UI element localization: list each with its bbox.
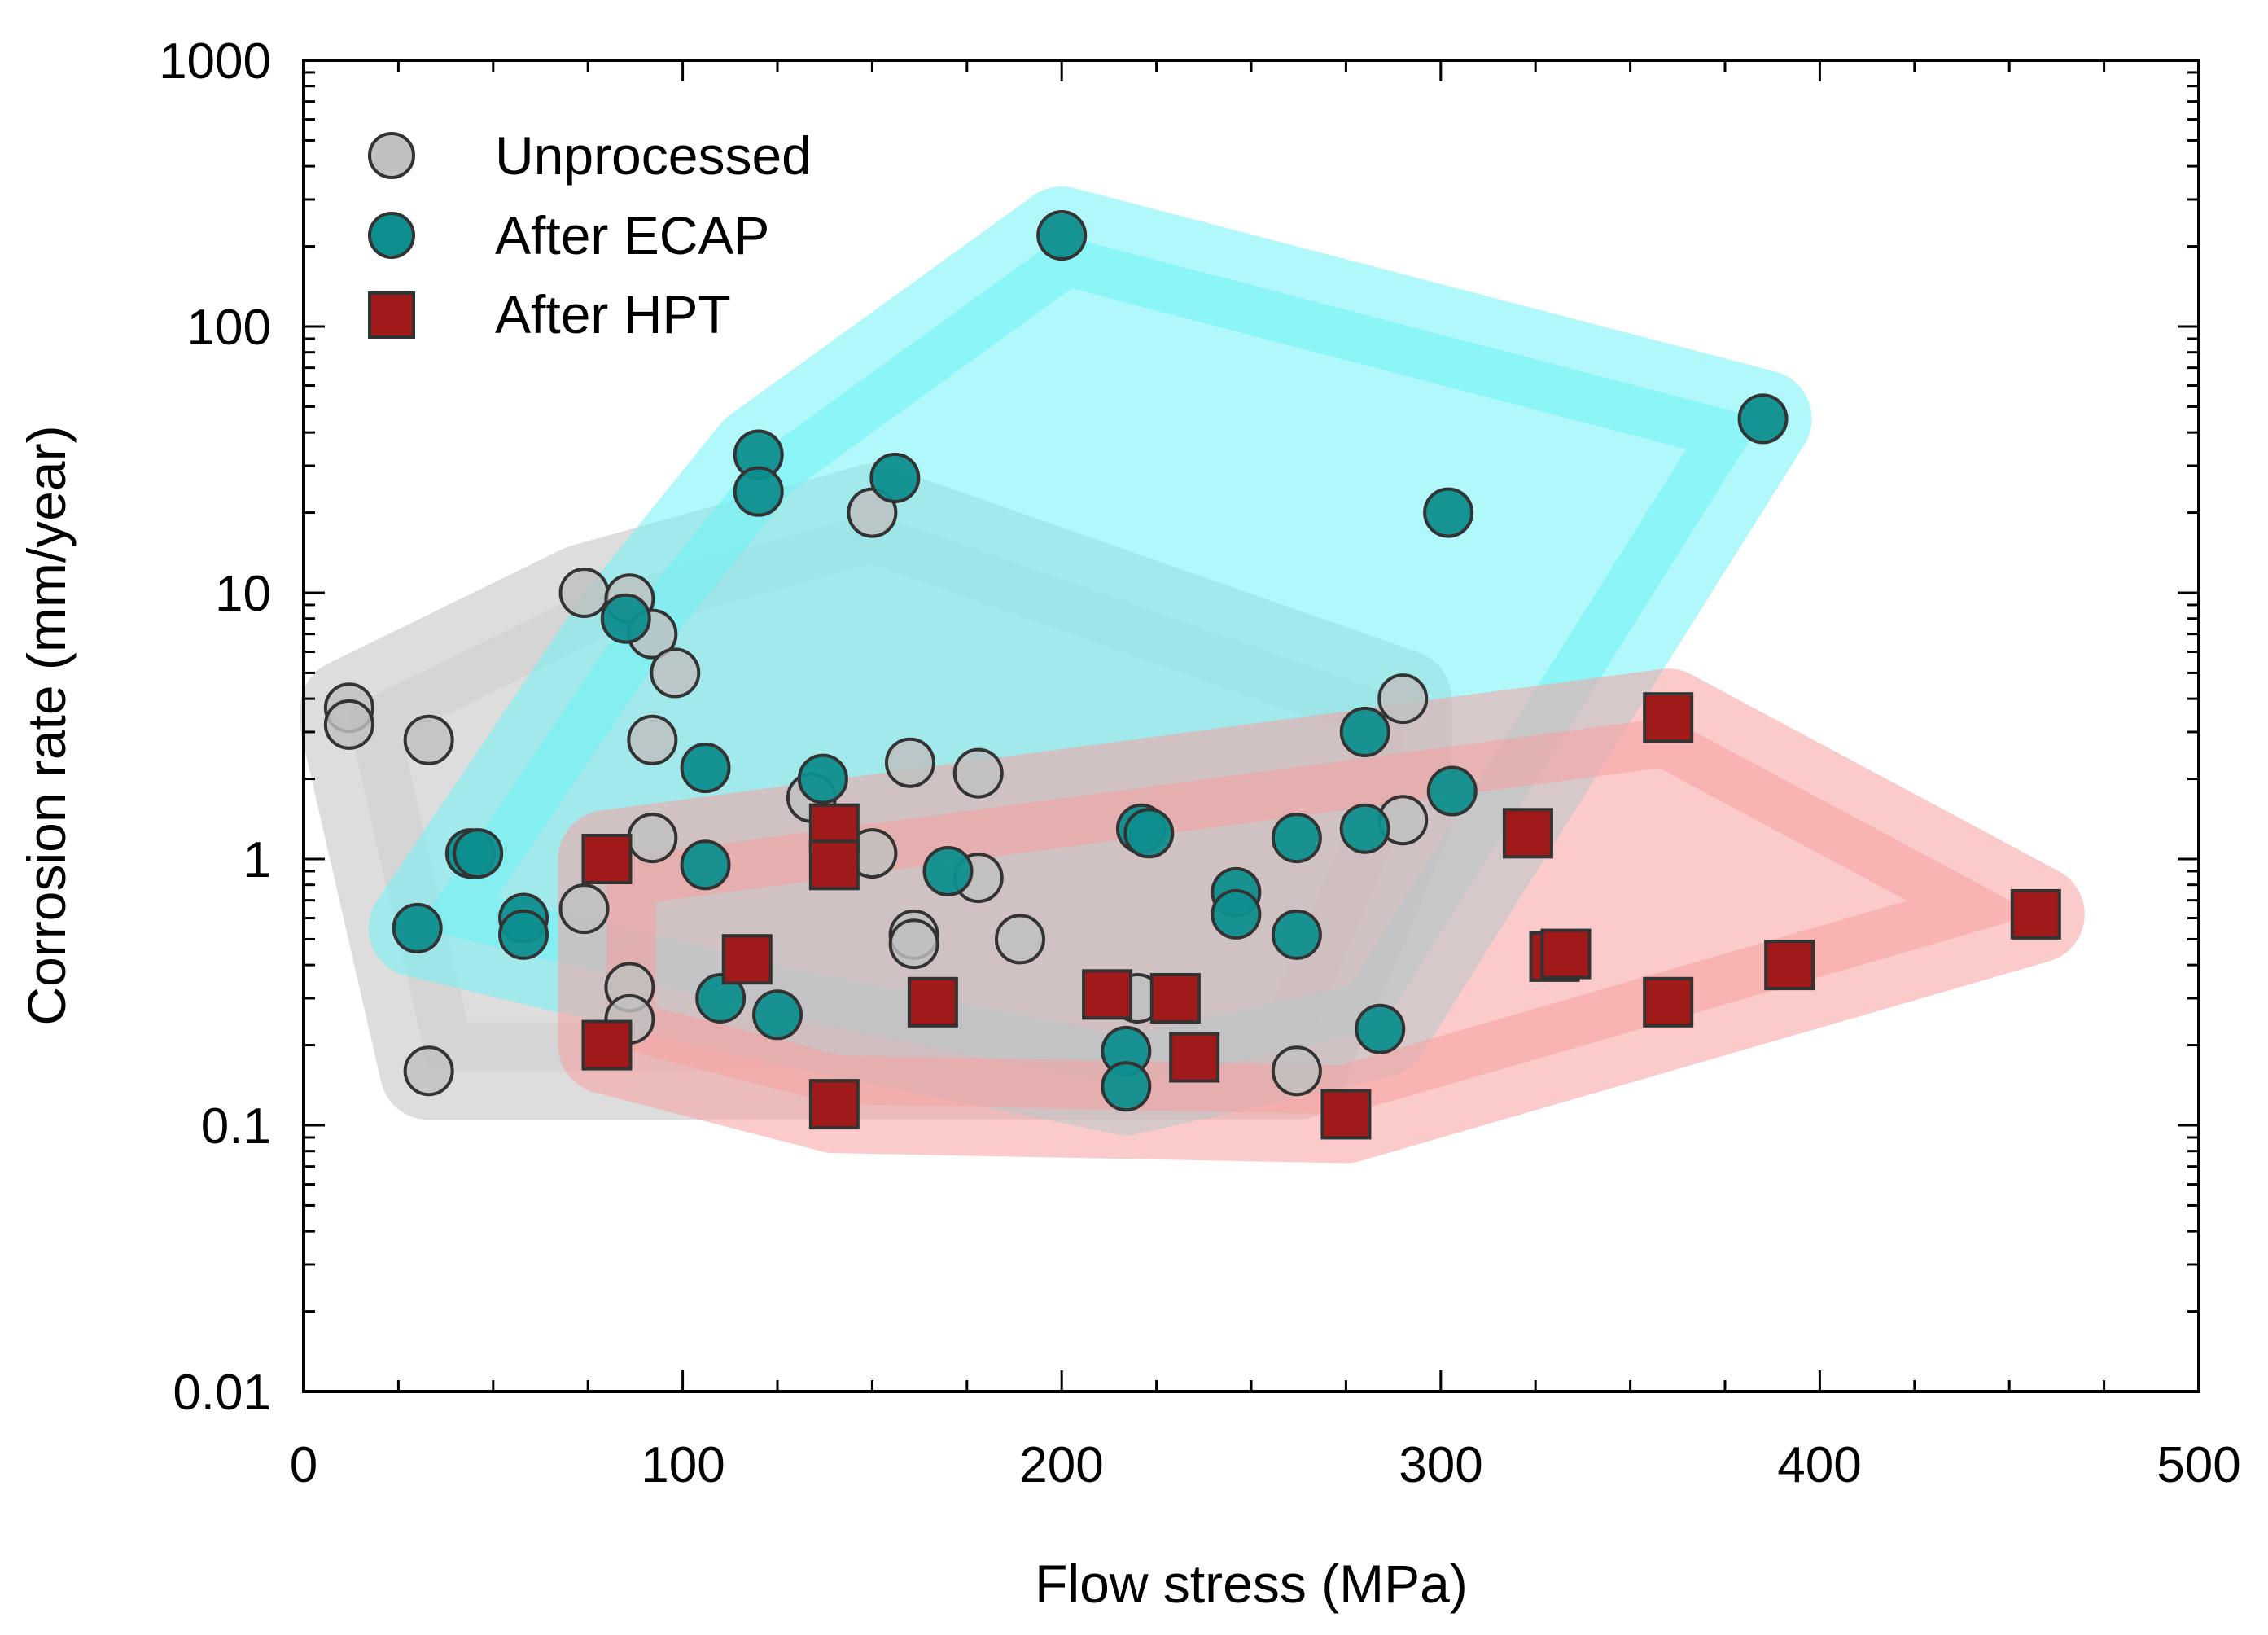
- point-after-hpt: [1149, 972, 1201, 1024]
- point-unprocessed: [323, 699, 374, 750]
- point-after-ecap: [453, 828, 504, 879]
- legend-marker-unprocessed: [368, 132, 415, 179]
- x-tick-label: 300: [1399, 1437, 1482, 1493]
- point-unprocessed: [1271, 1045, 1322, 1097]
- point-after-hpt: [1082, 969, 1133, 1020]
- point-after-hpt: [1764, 940, 1815, 991]
- point-after-ecap: [695, 972, 747, 1024]
- point-after-ecap: [922, 845, 974, 896]
- point-unprocessed: [558, 883, 610, 935]
- point-after-ecap: [752, 989, 803, 1041]
- point-after-ecap: [1123, 808, 1175, 859]
- legend: Unprocessed After ECAP After HPT: [368, 125, 812, 344]
- point-unprocessed: [627, 714, 678, 765]
- y-tick-label: 100: [187, 300, 271, 356]
- point-after-hpt: [808, 839, 860, 891]
- point-after-ecap: [1423, 487, 1474, 538]
- legend-label-unprocessed: Unprocessed: [495, 125, 812, 186]
- point-after-hpt: [1643, 976, 1694, 1028]
- axis-ticks: [302, 59, 2200, 1393]
- y-tick-labels: 0.01 0.1 1 10 100 1000: [159, 33, 271, 1421]
- legend-marker-after-hpt: [368, 291, 415, 339]
- y-axis-title: Corrosion rate (mm/year): [16, 425, 77, 1025]
- y-tick-label: 0.1: [201, 1098, 271, 1155]
- point-after-ecap: [1355, 1003, 1406, 1054]
- legend-item-unprocessed: Unprocessed: [368, 125, 812, 186]
- legend-item-after-ecap: After ECAP: [368, 205, 769, 265]
- point-unprocessed: [884, 737, 935, 788]
- x-tick-label: 0: [290, 1437, 317, 1493]
- legend-item-after-hpt: After HPT: [368, 284, 731, 344]
- point-after-hpt: [907, 976, 958, 1028]
- point-unprocessed: [952, 747, 1004, 799]
- x-tick-label: 200: [1019, 1437, 1103, 1493]
- point-after-hpt: [581, 834, 633, 884]
- point-after-hpt: [1502, 808, 1553, 859]
- point-after-ecap: [733, 466, 784, 517]
- legend-marker-after-ecap: [368, 212, 415, 259]
- data-points: [323, 210, 2061, 1140]
- x-tick-labels: 0 100 200 300 400 500: [290, 1437, 2241, 1493]
- point-after-ecap: [1339, 706, 1390, 757]
- point-after-ecap: [1339, 803, 1390, 854]
- point-after-hpt: [1643, 692, 1694, 743]
- point-after-ecap: [1101, 1061, 1152, 1112]
- point-unprocessed: [558, 568, 610, 618]
- y-tick-label: 10: [215, 566, 271, 622]
- point-unprocessed: [847, 487, 898, 538]
- y-tick-label: 1000: [159, 33, 271, 90]
- point-after-ecap: [1036, 210, 1088, 261]
- point-unprocessed: [888, 918, 939, 970]
- y-tick-label: 1: [243, 832, 271, 888]
- point-unprocessed: [1377, 673, 1429, 725]
- point-after-hpt: [808, 1079, 860, 1130]
- point-unprocessed: [403, 714, 454, 765]
- point-after-ecap: [600, 593, 651, 644]
- point-after-hpt: [581, 1019, 633, 1071]
- point-after-ecap: [1426, 765, 1478, 817]
- point-unprocessed: [627, 813, 678, 864]
- y-tick-label: 0.01: [173, 1365, 271, 1421]
- point-after-ecap: [1737, 393, 1789, 445]
- point-unprocessed: [403, 1045, 454, 1097]
- x-axis-title: Flow stress (MPa): [1035, 1554, 1468, 1614]
- legend-label-after-ecap: After ECAP: [495, 205, 769, 265]
- x-tick-label: 100: [641, 1437, 725, 1493]
- point-after-ecap: [869, 452, 921, 503]
- point-after-ecap: [1271, 813, 1322, 864]
- point-after-ecap: [392, 902, 443, 953]
- point-unprocessed: [650, 647, 701, 699]
- point-after-hpt: [1320, 1089, 1372, 1140]
- point-after-ecap: [680, 839, 731, 891]
- point-after-hpt: [2010, 888, 2061, 940]
- point-after-hpt: [1169, 1032, 1220, 1083]
- point-after-ecap: [498, 909, 549, 960]
- point-after-ecap: [680, 743, 731, 794]
- point-after-ecap: [1271, 909, 1322, 960]
- x-tick-label: 400: [1777, 1437, 1861, 1493]
- point-unprocessed: [994, 914, 1045, 965]
- point-after-ecap: [1211, 888, 1262, 940]
- point-after-hpt: [721, 934, 773, 985]
- point-after-ecap: [797, 753, 848, 804]
- legend-label-after-hpt: After HPT: [495, 284, 731, 344]
- x-tick-label: 500: [2156, 1437, 2240, 1493]
- point-after-hpt: [1540, 928, 1592, 980]
